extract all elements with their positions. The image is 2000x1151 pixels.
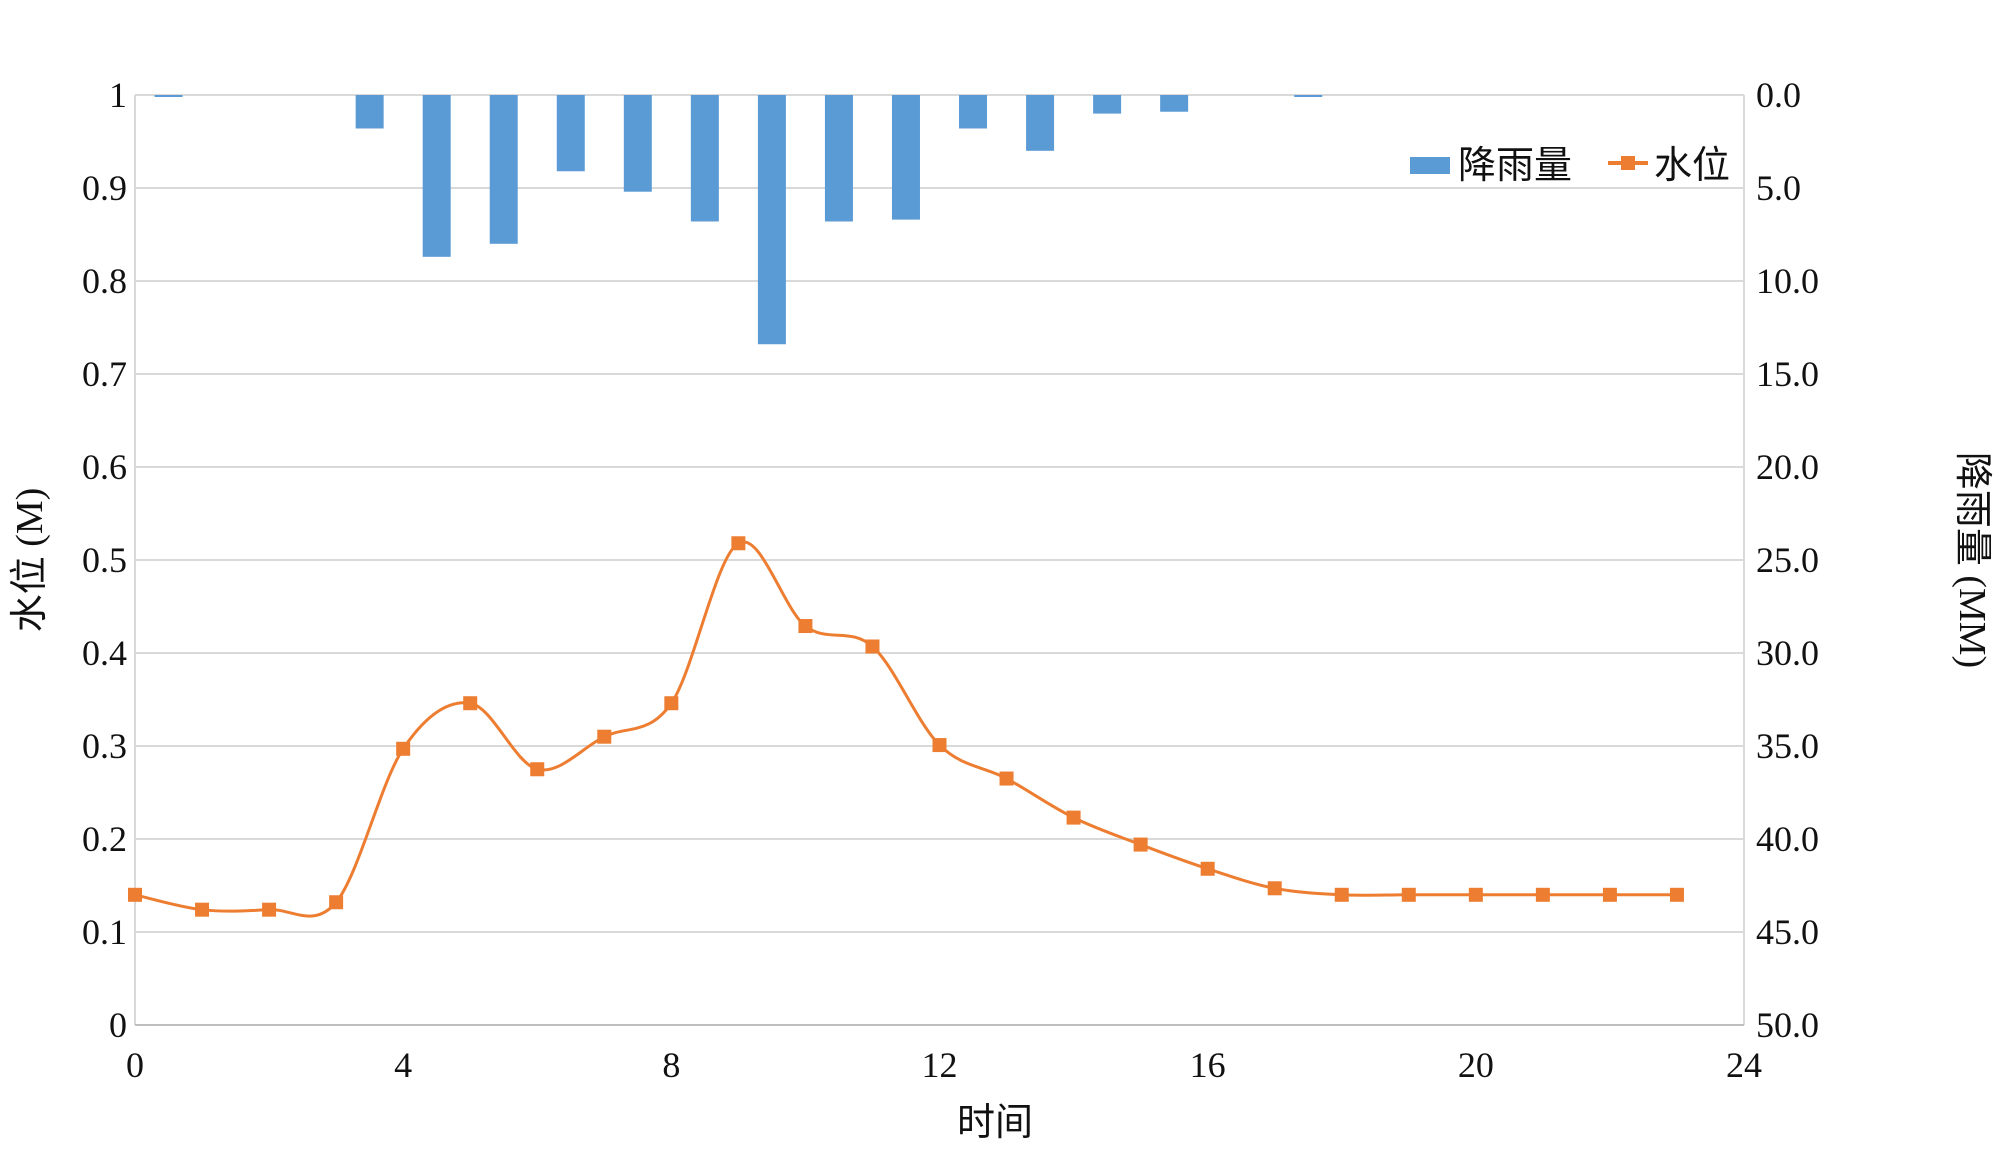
legend-water-level-label: 水位 <box>1654 145 1730 187</box>
y-axis-left-label: 水位 (M) <box>9 488 51 633</box>
legend-water-level-marker <box>1621 156 1635 170</box>
water-level-marker <box>530 762 545 777</box>
water-level-marker <box>396 741 411 756</box>
rainfall-bar <box>690 95 719 222</box>
legend: 降雨量 水位 <box>1410 145 1730 187</box>
x-tick-label: 24 <box>1726 1045 1762 1085</box>
rainfall-bar <box>623 95 652 192</box>
water-level-marker <box>1401 887 1416 902</box>
y-left-tick-label: 0.2 <box>82 819 127 859</box>
rainfall-bar <box>891 95 920 220</box>
water-level-marker <box>1468 887 1483 902</box>
y-right-tick-label: 35.0 <box>1756 726 1819 766</box>
water-level-marker <box>128 887 142 902</box>
y-left-tick-label: 0.7 <box>82 354 127 394</box>
rainfall-bar <box>355 95 384 129</box>
water-level-marker <box>1133 837 1148 852</box>
y-right-tick-label: 15.0 <box>1756 354 1819 394</box>
water-level-marker <box>597 729 612 744</box>
y-right-tick-label: 30.0 <box>1756 633 1819 673</box>
water-level-marker <box>999 771 1014 786</box>
rainfall-bar <box>1160 95 1189 112</box>
y-left-tick-label: 0.8 <box>82 261 127 301</box>
rainfall-bar <box>824 95 853 222</box>
rainfall-bar <box>1093 95 1122 114</box>
y-axis-right-label: 降雨量 (MM) <box>1951 452 1993 668</box>
rainfall-bar <box>959 95 988 129</box>
water-level-marker <box>1267 881 1282 896</box>
y-right-tick-label: 25.0 <box>1756 540 1819 580</box>
rainfall-bar <box>154 95 183 97</box>
rainfall-bar <box>1294 95 1323 97</box>
y-left-tick-label: 0.1 <box>82 912 127 952</box>
water-level-marker <box>1200 861 1215 876</box>
water-level-marker <box>865 639 880 654</box>
water-level-marker <box>1066 810 1081 825</box>
x-tick-label: 0 <box>126 1045 144 1085</box>
x-tick-label: 20 <box>1458 1045 1494 1085</box>
y-right-tick-label: 20.0 <box>1756 447 1819 487</box>
water-level-marker <box>1535 887 1550 902</box>
x-tick-label: 4 <box>394 1045 412 1085</box>
y-right-tick-label: 50.0 <box>1756 1005 1819 1045</box>
rainfall-bar <box>1026 95 1055 151</box>
y-left-tick-label: 0.9 <box>82 168 127 208</box>
rainfall-bar <box>489 95 518 244</box>
x-tick-label: 12 <box>922 1045 958 1085</box>
water-level-line <box>134 540 1677 918</box>
water-level-marker <box>1334 887 1349 902</box>
x-tick-label: 16 <box>1190 1045 1226 1085</box>
y-left-tick-label: 0.5 <box>82 540 127 580</box>
x-tick-label: 8 <box>662 1045 680 1085</box>
rainfall-bar <box>556 95 585 172</box>
y-right-tick-label: 0.0 <box>1756 75 1801 115</box>
y-right-tick-label: 45.0 <box>1756 912 1819 952</box>
y-right-tick-label: 10.0 <box>1756 261 1819 301</box>
water-level-marker <box>731 536 746 551</box>
y-right-tick-label: 5.0 <box>1756 168 1801 208</box>
y-right-tick-label: 40.0 <box>1756 819 1819 859</box>
y-left-tick-label: 0.3 <box>82 726 127 766</box>
legend-rainfall-swatch <box>1410 157 1450 174</box>
water-level-marker <box>798 619 813 634</box>
water-level-marker <box>463 696 478 711</box>
rainfall-bar <box>422 95 451 257</box>
rainfall-bar <box>757 95 786 345</box>
water-level-marker <box>932 738 947 753</box>
x-axis-label: 时间 <box>957 1102 1033 1144</box>
water-level-marker <box>1602 887 1617 902</box>
water-level-marker <box>664 696 679 711</box>
water-level-marker <box>329 895 344 910</box>
legend-rainfall-label: 降雨量 <box>1458 145 1572 187</box>
y-left-tick-label: 0 <box>109 1005 127 1045</box>
water-level-marker <box>195 902 210 917</box>
y-left-tick-label: 0.6 <box>82 447 127 487</box>
y-left-tick-label: 1 <box>109 75 127 115</box>
water-level-marker <box>262 902 277 917</box>
y-left-tick-label: 0.4 <box>82 633 127 673</box>
water-level-marker <box>1669 887 1684 902</box>
